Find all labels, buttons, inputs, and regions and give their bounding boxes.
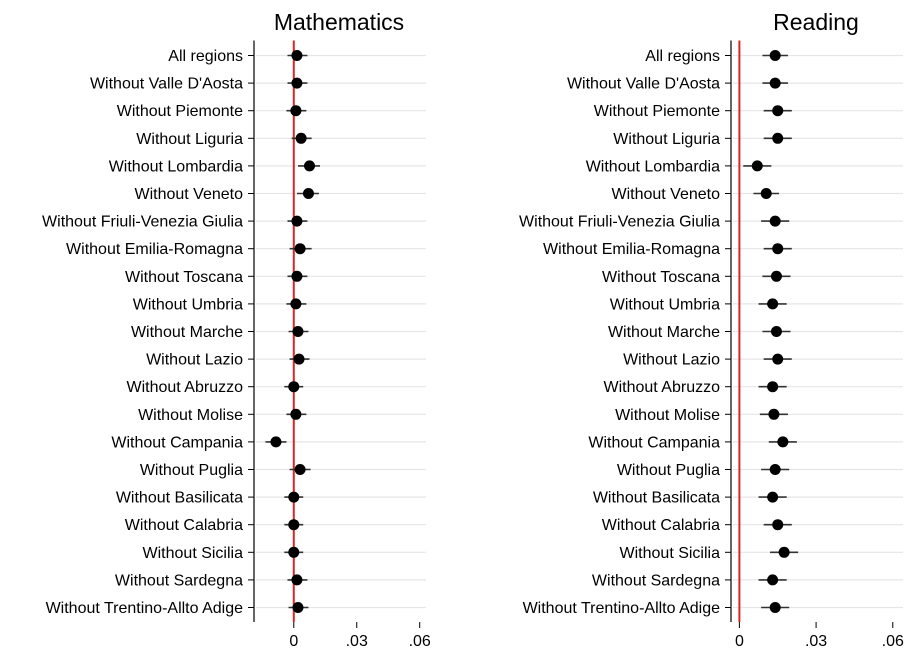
row-label: Without Abruzzo <box>127 379 244 396</box>
x-tick-label: .06 <box>882 633 904 650</box>
point-estimate <box>270 436 282 448</box>
row-label: Without Puglia <box>617 462 720 479</box>
point-estimate <box>772 243 784 255</box>
point-estimate <box>288 491 300 503</box>
point-estimate <box>288 519 300 531</box>
row-label: Without Toscana <box>125 269 243 286</box>
point-estimate <box>770 270 782 282</box>
row-label: Without Campania <box>588 434 720 451</box>
panel-reading: Reading All regions Without Valle D'Aosta… <box>519 9 904 650</box>
point-estimate <box>769 215 781 227</box>
row-label: Without Valle D'Aosta <box>90 76 243 93</box>
point-estimate <box>294 243 306 255</box>
panel-mathematics: Mathematics All regions Without Valle D'A… <box>42 9 431 650</box>
point-estimate <box>291 50 303 61</box>
point-estimate <box>302 188 314 199</box>
row-label: Without Basilicata <box>593 490 720 507</box>
row-label: Without Toscana <box>602 269 720 286</box>
row-label: Without Molise <box>138 407 243 424</box>
point-estimate <box>291 270 303 282</box>
point-estimate <box>772 353 784 365</box>
point-estimate <box>291 77 303 89</box>
row-label: Without Liguria <box>613 131 720 148</box>
row-label: Without Calabria <box>125 517 243 534</box>
row-label: Without Marche <box>131 324 243 341</box>
point-estimate <box>768 408 780 420</box>
row-label: Without Trentino-Allto Adige <box>523 600 721 617</box>
row-label: Without Veneto <box>134 186 243 203</box>
row-label: Without Lazio <box>146 352 243 369</box>
point-estimate <box>772 105 784 117</box>
point-estimate <box>751 160 763 172</box>
point-estimate <box>772 519 784 531</box>
row-label: Without Marche <box>608 324 720 341</box>
row-label: Without Friuli-Venezia Giulia <box>42 214 243 231</box>
row-label: Without Piemonte <box>117 103 243 120</box>
row-label: Without Emilia-Romagna <box>66 241 243 258</box>
row-label: Without Umbria <box>133 296 243 313</box>
point-estimate <box>290 408 302 420</box>
point-estimate <box>770 326 782 337</box>
point-estimate <box>292 602 304 613</box>
row-label: Without Trentino-Allto Adige <box>46 600 244 617</box>
row-label: Without Lombardia <box>109 158 243 175</box>
row-label: Without Sicilia <box>620 545 721 562</box>
point-estimate <box>304 160 316 172</box>
panel-title-reading: Reading <box>773 9 859 35</box>
x-tick-label: .03 <box>346 633 368 650</box>
row-label: Without Abruzzo <box>604 379 721 396</box>
point-estimate <box>778 546 790 558</box>
point-estimate <box>772 132 784 144</box>
point-estimate <box>769 50 781 61</box>
row-label: All regions <box>645 48 720 65</box>
row-label: Without Molise <box>615 407 720 424</box>
row-label: Without Sardegna <box>592 572 720 589</box>
point-estimate <box>294 464 306 475</box>
point-estimate <box>288 546 300 558</box>
row-label: Without Puglia <box>140 462 243 479</box>
x-tick-label: 0 <box>289 633 298 650</box>
row-label: Without Campania <box>111 434 243 451</box>
row-label: Without Friuli-Venezia Giulia <box>519 214 720 231</box>
x-tick-label: .03 <box>805 633 827 650</box>
row-label: Without Piemonte <box>594 103 720 120</box>
row-label: Without Valle D'Aosta <box>567 76 720 93</box>
row-label: Without Sardegna <box>115 572 243 589</box>
point-estimate <box>291 215 303 227</box>
row-label: Without Lombardia <box>586 158 720 175</box>
point-estimate <box>290 298 302 310</box>
row-label: Without Calabria <box>602 517 720 534</box>
x-tick-label: 0 <box>735 633 744 650</box>
point-estimate <box>288 381 300 393</box>
point-estimate <box>769 602 781 613</box>
point-estimate <box>290 105 302 117</box>
x-tick-label: .06 <box>409 633 431 650</box>
row-label: All regions <box>168 48 243 65</box>
point-estimate <box>293 353 305 365</box>
panel-title-mathematics: Mathematics <box>274 9 404 35</box>
row-label: Without Veneto <box>611 186 720 203</box>
row-label: Without Sicilia <box>143 545 244 562</box>
point-estimate <box>767 574 779 586</box>
point-estimate <box>295 132 307 144</box>
row-label: Without Emilia-Romagna <box>543 241 720 258</box>
point-estimate <box>767 298 779 310</box>
point-estimate <box>292 326 304 337</box>
point-estimate <box>769 77 781 89</box>
point-estimate <box>760 188 772 199</box>
point-estimate <box>767 381 779 393</box>
point-estimate <box>767 491 779 503</box>
row-label: Without Basilicata <box>116 490 243 507</box>
point-estimate <box>769 464 781 475</box>
point-estimate <box>777 436 789 448</box>
row-label: Without Umbria <box>610 296 720 313</box>
point-estimate <box>291 574 303 586</box>
row-label: Without Liguria <box>136 131 243 148</box>
row-label: Without Lazio <box>623 352 720 369</box>
